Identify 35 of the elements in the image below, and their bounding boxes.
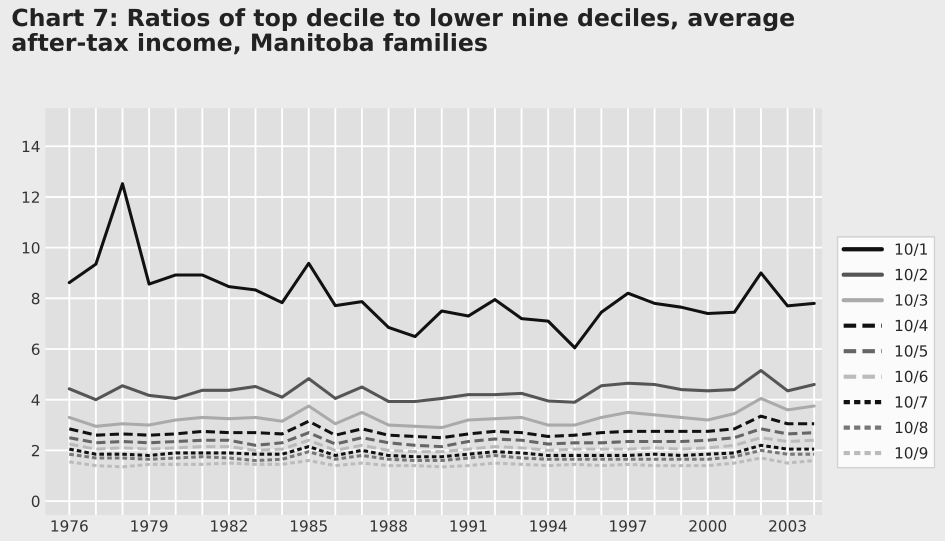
x-tick-label: 1988 [370,520,407,532]
y-tick-label: 12 [22,191,39,203]
line-series [68,369,816,404]
x-tick-label: 1976 [52,520,88,532]
line-series [68,182,816,350]
y-tick-label: 8 [32,292,40,304]
x-tick-label: 1991 [450,520,486,532]
legend-label: 10/3 [896,294,928,307]
x-tick-label: 1979 [131,520,168,532]
x-tick-label: 1982 [211,520,247,532]
x-tick-label: 1985 [290,520,327,532]
legend-label: 10/2 [896,268,927,282]
line-series [68,396,816,430]
y-tick-label: 14 [22,140,40,152]
legend-label: 10/6 [896,370,928,384]
y-tick-label: 4 [32,394,40,406]
legend-label: 10/8 [896,422,928,434]
line-series [68,444,816,458]
legend-label: 10/1 [896,243,927,256]
legend-label: 10/5 [896,345,928,358]
legend-label: 10/4 [896,320,928,332]
x-tick-label: 2000 [689,520,726,532]
line-series [68,448,816,462]
x-tick-label: 1994 [530,520,567,532]
x-tick-label: 1997 [610,520,646,532]
x-tick-label: 2003 [769,520,806,532]
line-series [68,414,816,440]
line-series [68,436,816,454]
legend-label: 10/9 [896,447,928,460]
y-tick-label: 6 [32,343,40,356]
y-tick-label: 2 [32,444,39,456]
chart-title: Chart 7: Ratios of top decile to lower nine deciles, average after-tax income, Manitoba families [12,8,794,54]
y-tick-label: 0 [32,496,40,508]
legend-label: 10/7 [896,396,928,409]
y-tick-label: 10 [22,242,40,254]
